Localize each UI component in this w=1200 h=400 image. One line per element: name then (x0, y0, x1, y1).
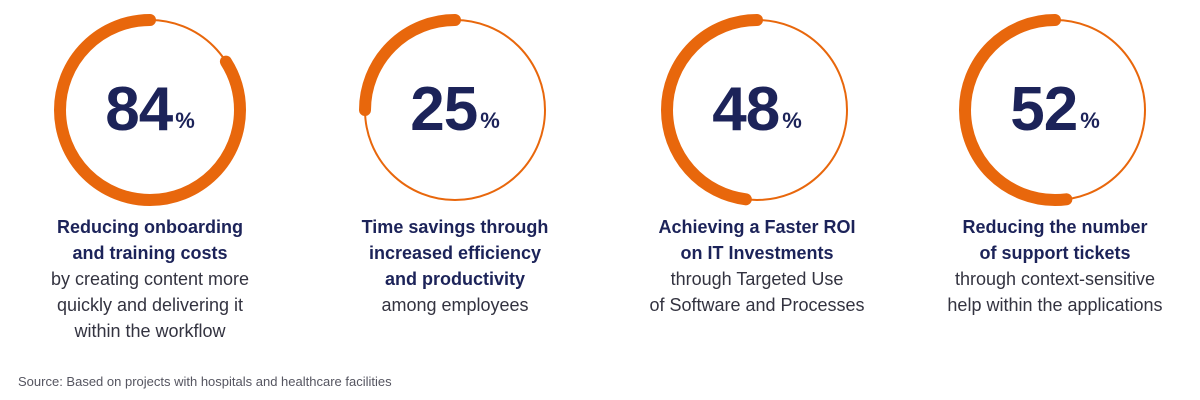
caption-bold-line: and training costs (72, 243, 228, 263)
stat-value: 48% (657, 10, 857, 210)
donut-chart (661, 14, 853, 206)
stat-number: 84 (105, 75, 173, 144)
caption-line: among employees (381, 295, 529, 315)
stats-row: 84% Reducing onboarding and training costs… (0, 0, 1200, 360)
donut-ring: 52% (955, 10, 1155, 210)
caption-line: quickly and delivering it (56, 295, 244, 315)
caption-bold-line: Achieving a Faster ROI (658, 217, 856, 237)
source-note: Source: Based on projects with hospitals… (18, 374, 392, 389)
percent-sign: % (782, 108, 802, 133)
donut-chart (359, 14, 551, 206)
caption-line: through Targeted Use (670, 269, 844, 289)
caption-line: within the workflow (74, 321, 226, 341)
donut-arc-48 (661, 14, 853, 206)
caption-bold-line: and productivity (384, 269, 525, 289)
caption-bold-line: Reducing onboarding (57, 217, 243, 237)
donut-chart (959, 14, 1151, 206)
stat-caption: Achieving a Faster ROI on IT Investments t… (607, 214, 907, 318)
donut-ring: 25% (355, 10, 555, 210)
stat-number: 25 (410, 75, 478, 144)
caption-line: through context-sensitive (954, 269, 1156, 289)
percent-sign: % (480, 108, 500, 133)
stat-number: 48 (712, 75, 780, 144)
stat-caption: Reducing onboarding and training costs by … (0, 214, 300, 344)
donut-chart (54, 14, 246, 206)
caption-bold-line: Time savings through (361, 217, 549, 237)
percent-sign: % (175, 108, 195, 133)
stat-value: 84% (50, 10, 250, 210)
stat-caption: Time savings through increased efficiency… (305, 214, 605, 318)
stat-number: 52 (1010, 75, 1078, 144)
stat-52: 52% Reducing the number of support tickets… (905, 0, 1200, 360)
caption-line: by creating content more (50, 269, 250, 289)
caption-bold-line: increased efficiency (368, 243, 542, 263)
donut-arc-84 (54, 14, 246, 206)
caption-bold-line: Reducing the number (962, 217, 1148, 237)
donut-arc-52 (959, 14, 1151, 206)
caption-bold-line: on IT Investments (680, 243, 834, 263)
stat-value: 52% (955, 10, 1155, 210)
caption-line: help within the applications (947, 295, 1163, 315)
donut-ring: 84% (50, 10, 250, 210)
caption-bold-line: of support tickets (979, 243, 1131, 263)
donut-ring: 48% (657, 10, 857, 210)
stat-84: 84% Reducing onboarding and training costs… (0, 0, 300, 360)
donut-arc-25 (359, 14, 551, 206)
stat-48: 48% Achieving a Faster ROI on IT Investmen… (607, 0, 907, 360)
caption-line: of Software and Processes (649, 295, 865, 315)
stat-25: 25% Time savings through increased efficie… (305, 0, 605, 360)
stat-caption: Reducing the number of support tickets thr… (905, 214, 1200, 318)
percent-sign: % (1080, 108, 1100, 133)
stat-value: 25% (355, 10, 555, 210)
